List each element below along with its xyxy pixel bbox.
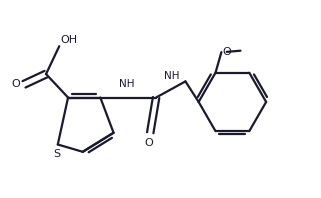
Text: NH: NH [119, 79, 134, 89]
Text: O: O [223, 47, 232, 57]
Text: O: O [11, 79, 20, 89]
Text: OH: OH [61, 35, 78, 45]
Text: O: O [144, 138, 153, 148]
Text: S: S [53, 149, 60, 159]
Text: NH: NH [164, 71, 180, 81]
